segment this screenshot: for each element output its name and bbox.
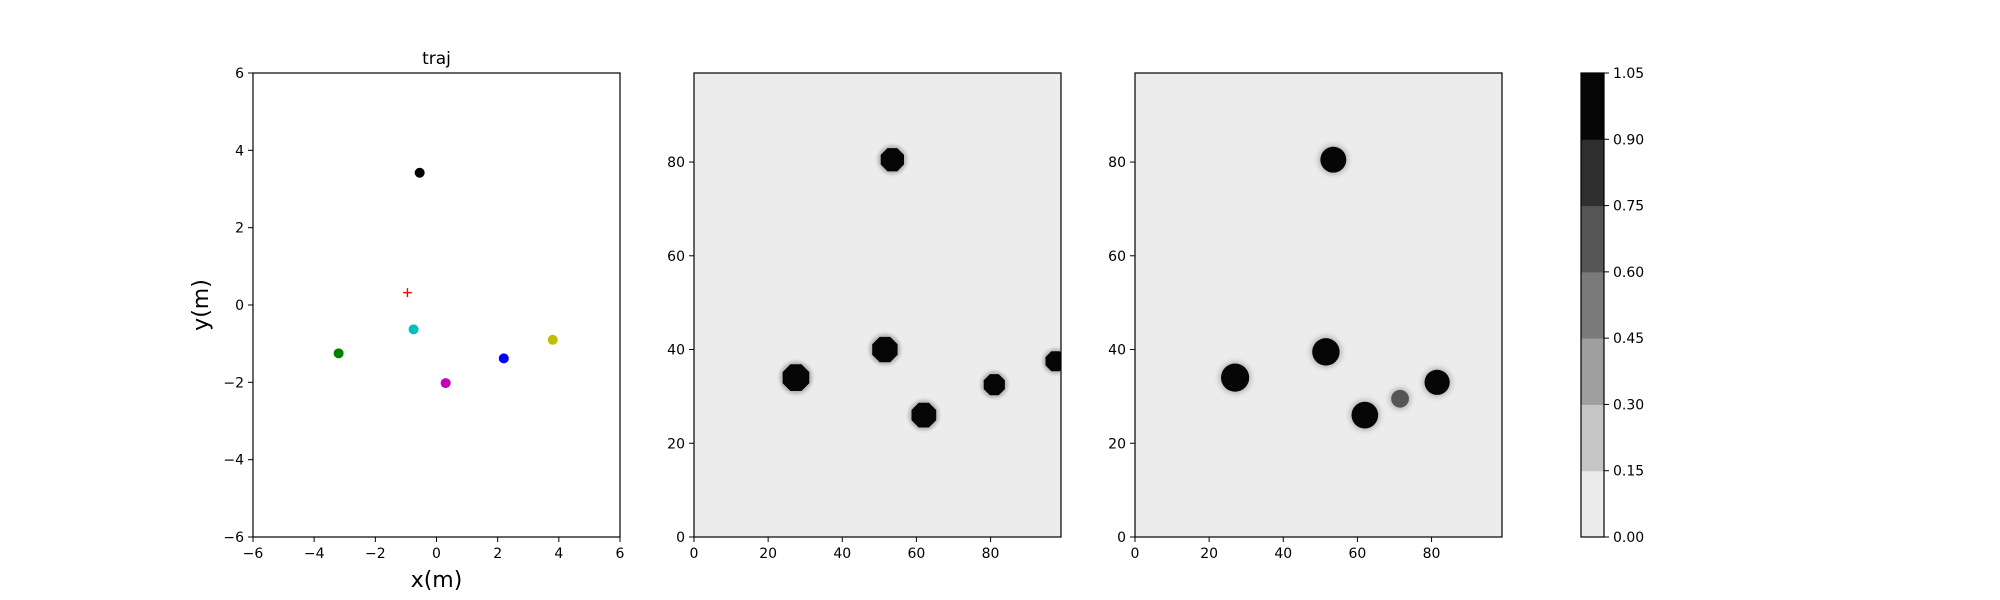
- obstacle-blob: [869, 333, 901, 366]
- traj-plot: traj −6 −4 −2 0 2 4 6 −6 −4 −2 0 2 4 6 x(m) y(m): [189, 49, 625, 593]
- traj-y-tick-label: 2: [235, 221, 244, 237]
- map-2-x-axis: 0 20 40 60 80: [1131, 537, 1441, 562]
- map-2-y-tick-label: 80: [1108, 155, 1126, 171]
- map-1-frame: [693, 72, 1062, 538]
- map-2-x-tick-label: 20: [1200, 546, 1218, 562]
- obstacle-blob: [1349, 399, 1381, 431]
- agent-point: [408, 324, 419, 335]
- traj-x-axis: −6 −4 −2 0 2 4 6: [243, 537, 625, 562]
- map-2-background: [1135, 73, 1502, 537]
- traj-y-tick-label: −6: [223, 530, 244, 546]
- obstacle-blob: [1389, 387, 1411, 410]
- traj-x-tick-label: −2: [365, 546, 386, 562]
- obstacle-blob: [1042, 348, 1061, 374]
- map-1-y-axis: 0 20 40 60 80: [667, 155, 694, 546]
- traj-y-tick-label: 0: [235, 298, 244, 314]
- map-1-x-tick-label: 0: [690, 546, 699, 562]
- colorbar-band: [1581, 404, 1604, 472]
- map-1-obstacles: [779, 145, 1061, 431]
- traj-title: traj: [422, 49, 451, 69]
- colorbar-tick-label: 0.45: [1613, 331, 1644, 347]
- obstacle-blob: [980, 371, 1008, 399]
- map-2-obstacles: [1219, 144, 1452, 431]
- map-2-y-axis: 0 20 40 60 80: [1108, 155, 1135, 546]
- obstacle-blob: [1422, 367, 1452, 397]
- colorbar-frame: [1580, 72, 1605, 538]
- map-1-y-tick-label: 80: [667, 155, 685, 171]
- traj-x-tick-label: 6: [616, 546, 625, 562]
- map-2-y-tick-label: 20: [1108, 436, 1126, 452]
- colorbar-band: [1581, 139, 1604, 207]
- map-1-x-tick-label: 20: [759, 546, 777, 562]
- map-1-background: [694, 73, 1061, 537]
- map-1-y-tick-label: 0: [676, 530, 685, 546]
- map-2-x-tick-label: 80: [1423, 546, 1441, 562]
- traj-x-tick-label: −6: [243, 546, 264, 562]
- traj-x-tick-label: 2: [493, 546, 502, 562]
- goal-marker: [402, 288, 412, 298]
- map-2-x-tick-label: 0: [1131, 546, 1140, 562]
- occupancy-map-2: 0 20 40 60 80 0 20 40 60 80: [1108, 72, 1503, 562]
- colorbar-band: [1581, 205, 1604, 273]
- colorbar-tick-label: 0.30: [1613, 397, 1644, 413]
- colorbar-band: [1581, 338, 1604, 405]
- obstacle-blob: [1318, 144, 1349, 175]
- map-2-frame: [1134, 72, 1503, 538]
- colorbar-tick-label: 0.90: [1613, 132, 1644, 148]
- obstacle-blob: [908, 399, 940, 431]
- colorbar-band: [1581, 271, 1604, 339]
- agent-point: [547, 334, 558, 345]
- colorbar-tick-label: 1.05: [1613, 66, 1644, 82]
- obstacle-blob: [877, 145, 907, 175]
- map-1-x-tick-label: 60: [908, 546, 926, 562]
- map-1-x-axis: 0 20 40 60 80: [690, 537, 1000, 562]
- colorbar-tick-label: 0.00: [1613, 530, 1644, 546]
- colorbar-bands: [1581, 73, 1604, 538]
- traj-x-tick-label: −4: [304, 546, 325, 562]
- obstacle-blob: [779, 361, 813, 395]
- map-2-y-tick-label: 40: [1108, 343, 1126, 359]
- map-1-y-tick-label: 20: [667, 436, 685, 452]
- occupancy-map-1: 0 20 40 60 80 0 20 40 60 80: [667, 72, 1062, 562]
- traj-y-tick-label: 6: [235, 66, 244, 82]
- colorbar-tick-label: 0.15: [1613, 464, 1644, 480]
- colorbar-tick-label: 0.75: [1613, 199, 1644, 215]
- colorbar: 0.00 0.15 0.30 0.45 0.60 0.75 0.90 1.05: [1580, 66, 1644, 546]
- traj-x-axis-label: x(m): [411, 568, 463, 593]
- agent-point: [333, 348, 344, 359]
- map-1-x-tick-label: 80: [982, 546, 1000, 562]
- agent-point: [414, 167, 425, 178]
- map-1-y-tick-label: 60: [667, 249, 685, 265]
- traj-points: [333, 167, 558, 389]
- agent-point: [498, 353, 509, 364]
- traj-y-axis: −6 −4 −2 0 2 4 6: [223, 66, 253, 546]
- map-1-x-tick-label: 40: [833, 546, 851, 562]
- traj-y-axis-label: y(m): [189, 279, 214, 331]
- map-2-x-tick-label: 60: [1349, 546, 1367, 562]
- colorbar-tick-label: 0.60: [1613, 265, 1644, 281]
- colorbar-band: [1581, 73, 1604, 140]
- traj-y-tick-label: −4: [223, 453, 244, 469]
- traj-plot-frame: [252, 72, 621, 538]
- map-2-x-tick-label: 40: [1274, 546, 1292, 562]
- obstacle-blob: [1219, 361, 1252, 394]
- colorbar-band: [1581, 470, 1604, 538]
- map-2-y-tick-label: 0: [1117, 530, 1126, 546]
- traj-y-tick-label: 4: [235, 143, 244, 159]
- colorbar-ticks: 0.00 0.15 0.30 0.45 0.60 0.75 0.90 1.05: [1604, 66, 1644, 546]
- traj-x-tick-label: 4: [554, 546, 563, 562]
- obstacle-blob: [1310, 336, 1342, 368]
- map-1-y-tick-label: 40: [667, 343, 685, 359]
- map-2-y-tick-label: 60: [1108, 249, 1126, 265]
- agent-point: [440, 378, 451, 389]
- traj-y-tick-label: −2: [223, 375, 244, 391]
- traj-x-tick-label: 0: [432, 546, 441, 562]
